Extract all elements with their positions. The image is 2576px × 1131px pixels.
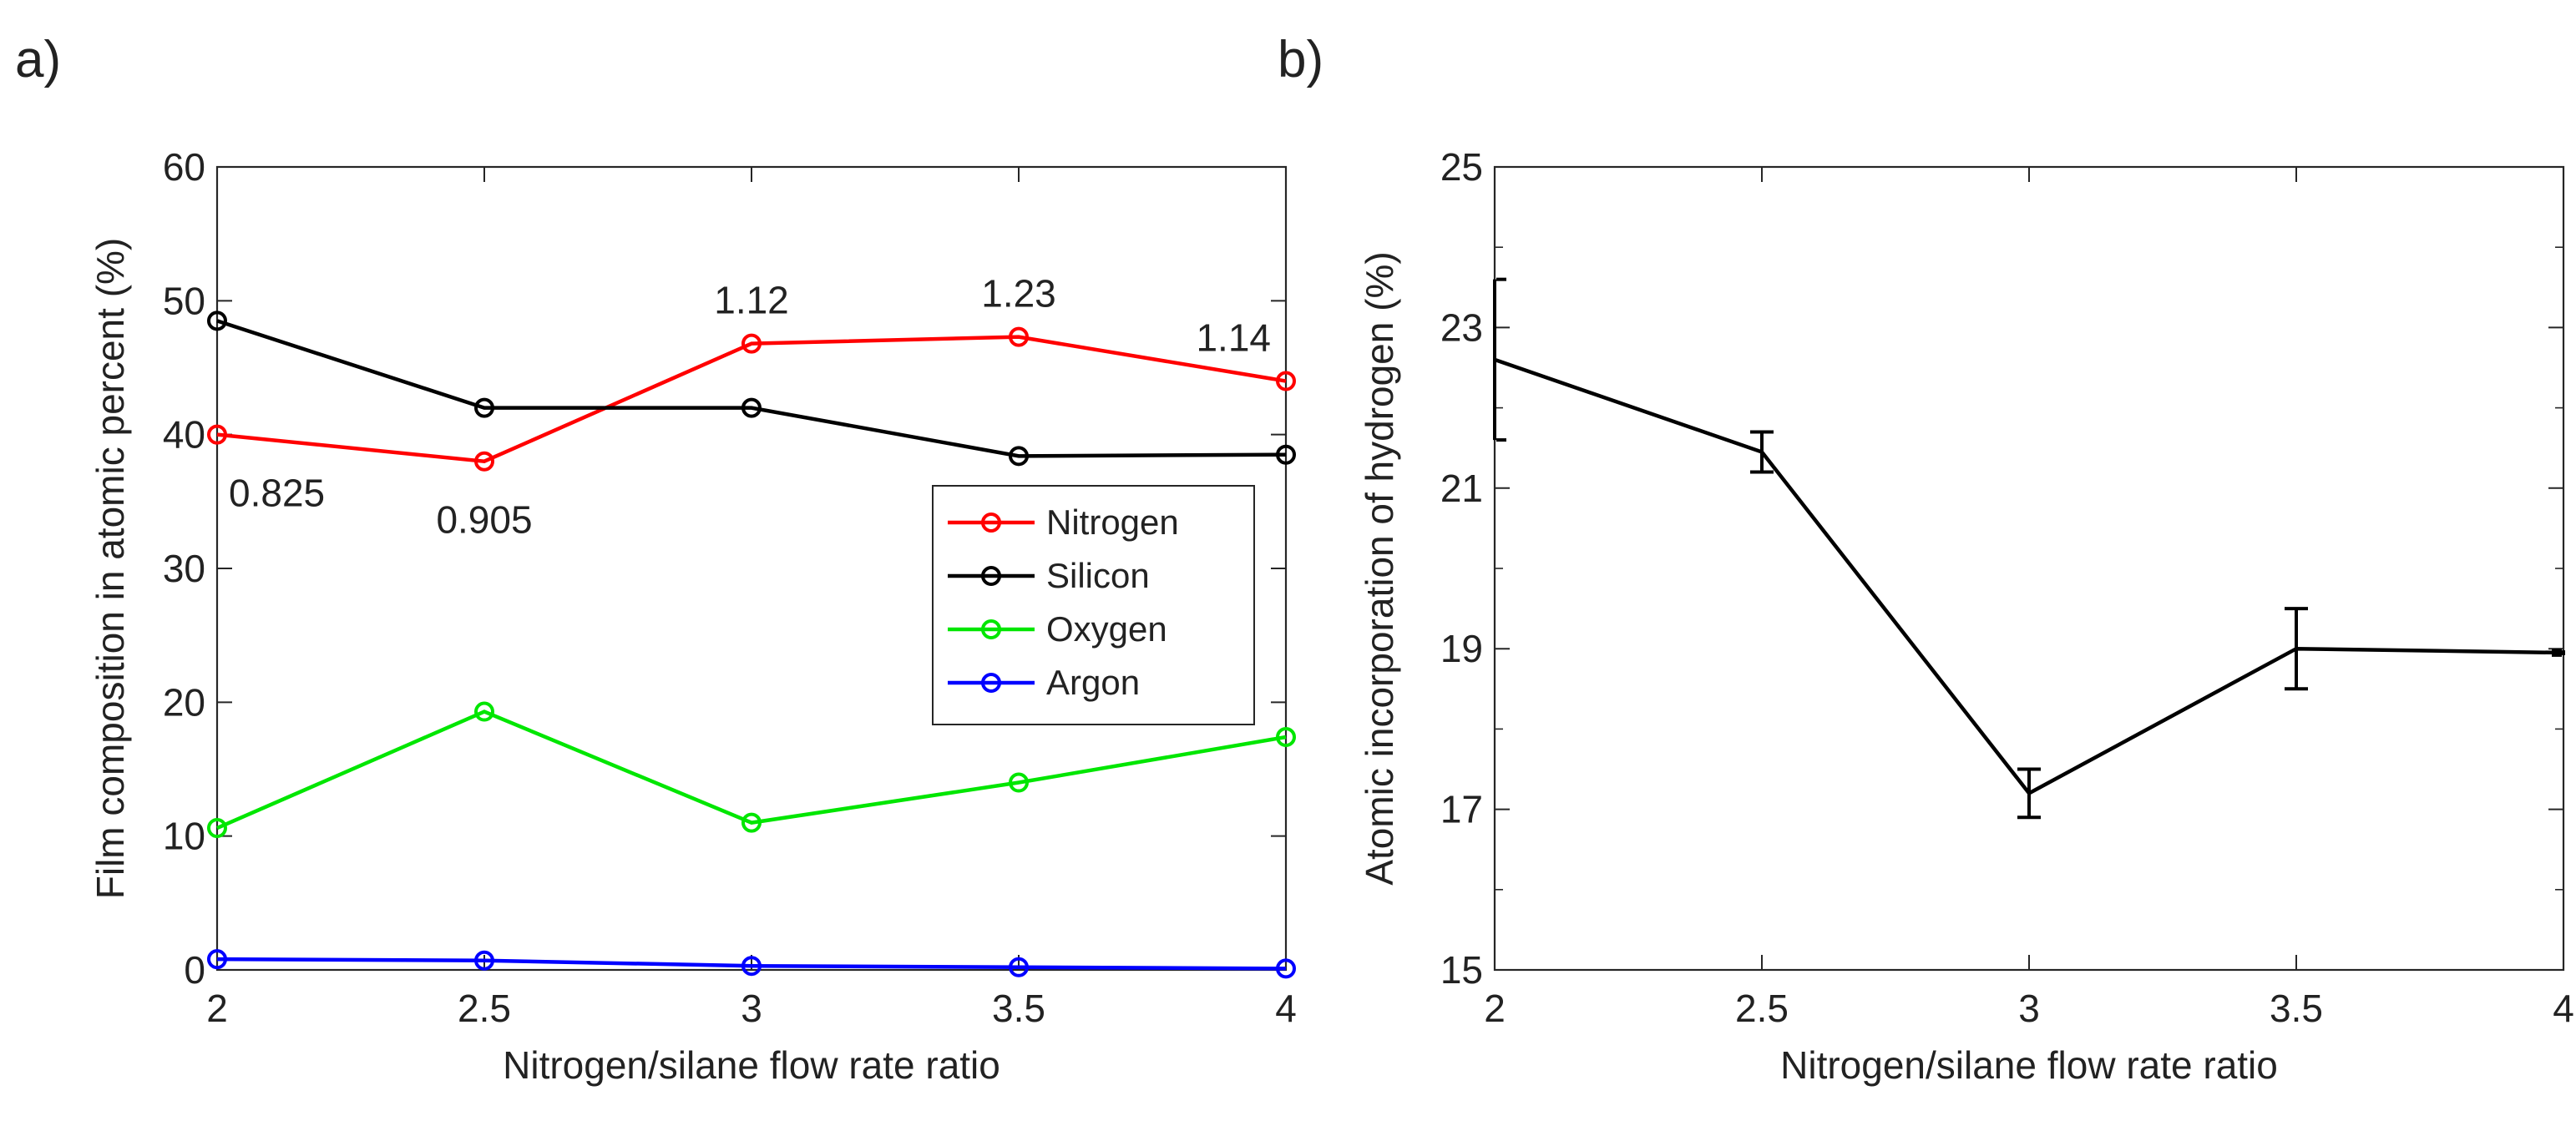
data-annotation: 0.825 xyxy=(229,472,325,515)
y-tick-label: 17 xyxy=(1440,788,1483,831)
x-tick-label: 3 xyxy=(741,987,762,1030)
chart-b: 2 2.5 3 3.5 4 15 17 19 21 23 25 Nitrogen/silane flo… xyxy=(1358,145,2574,1087)
x-tick-label: 3.5 xyxy=(2270,987,2323,1030)
data-point-argon xyxy=(207,949,227,970)
legend-swatch-marker xyxy=(981,512,1001,533)
x-axis-label: Nitrogen/silane flow rate ratio xyxy=(1780,1043,2278,1087)
x-tick-label: 4 xyxy=(1275,987,1297,1030)
data-point-oxygen xyxy=(207,818,227,839)
series-line-oxygen xyxy=(216,709,1287,831)
data-point-nitrogen xyxy=(741,333,762,354)
legend-entry: Silicon xyxy=(1046,556,1150,595)
data-point-silicon xyxy=(1276,444,1296,465)
x-tick-label: 3.5 xyxy=(992,987,1045,1030)
data-point-nitrogen xyxy=(1009,326,1029,347)
y-tick-label: 25 xyxy=(1440,145,1483,189)
data-point-nitrogen xyxy=(207,424,227,445)
x-axis-label: Nitrogen/silane flow rate ratio xyxy=(503,1043,1000,1087)
y-tick-label: 30 xyxy=(163,547,205,590)
data-annotation: 1.14 xyxy=(1196,316,1271,360)
data-annotation: 1.12 xyxy=(714,279,789,322)
legend-entry: Nitrogen xyxy=(1046,502,1179,542)
legend-swatch-marker xyxy=(981,673,1001,693)
data-point-argon xyxy=(1009,957,1029,977)
series-line-silicon xyxy=(216,319,1287,458)
y-tick-label: 20 xyxy=(163,680,205,724)
y-tick-label: 40 xyxy=(163,413,205,457)
y-tick-label: 21 xyxy=(1440,467,1483,510)
y-tick-label: 15 xyxy=(1440,948,1483,992)
y-axis-label: Film composition in atomic percent (%) xyxy=(89,238,132,899)
legend-entry: Oxygen xyxy=(1046,609,1167,649)
x-tick-label: 2.5 xyxy=(1735,987,1789,1030)
y-tick-label: 50 xyxy=(163,279,205,322)
legend-swatch-marker xyxy=(981,619,1001,639)
x-tick-label: 4 xyxy=(2553,987,2574,1030)
y-tick-label: 19 xyxy=(1440,627,1483,670)
data-point-nitrogen xyxy=(1276,371,1296,391)
data-point-oxygen xyxy=(1276,727,1296,748)
x-tick-label: 2 xyxy=(206,987,228,1030)
series-line-argon xyxy=(216,957,1287,971)
data-point-oxygen xyxy=(1009,772,1029,793)
data-point-silicon xyxy=(207,311,227,331)
data-point-nitrogen xyxy=(474,451,494,472)
data-point-silicon xyxy=(474,397,494,418)
x-tick-label: 2.5 xyxy=(458,987,511,1030)
legend-swatch-marker xyxy=(981,566,1001,586)
data-point-oxygen xyxy=(741,812,762,833)
data-point-oxygen xyxy=(474,701,494,722)
data-point-silicon xyxy=(741,397,762,418)
y-tick-label: 23 xyxy=(1440,305,1483,349)
x-tick-label: 3 xyxy=(2018,987,2040,1030)
series-line-nitrogen xyxy=(216,335,1287,464)
panel-a-label: a) xyxy=(15,31,61,88)
data-point-argon xyxy=(1276,958,1296,979)
y-tick-label: 0 xyxy=(184,948,205,992)
y-tick-label: 10 xyxy=(163,815,205,858)
data-annotation: 0.905 xyxy=(436,498,532,542)
data-point-argon xyxy=(474,950,494,971)
plot-frame xyxy=(1493,165,2565,972)
legend-box xyxy=(932,485,1255,725)
legend-entry: Argon xyxy=(1046,663,1140,702)
x-tick-label: 2 xyxy=(1484,987,1506,1030)
y-tick-label: 60 xyxy=(163,145,205,189)
y-axis-label: Atomic incorporation of hydrogen (%) xyxy=(1358,251,1401,885)
data-point-argon xyxy=(741,956,762,977)
panel-b-label: b) xyxy=(1278,31,1323,88)
data-point-silicon xyxy=(1009,446,1029,467)
data-annotation: 1.23 xyxy=(981,272,1056,316)
